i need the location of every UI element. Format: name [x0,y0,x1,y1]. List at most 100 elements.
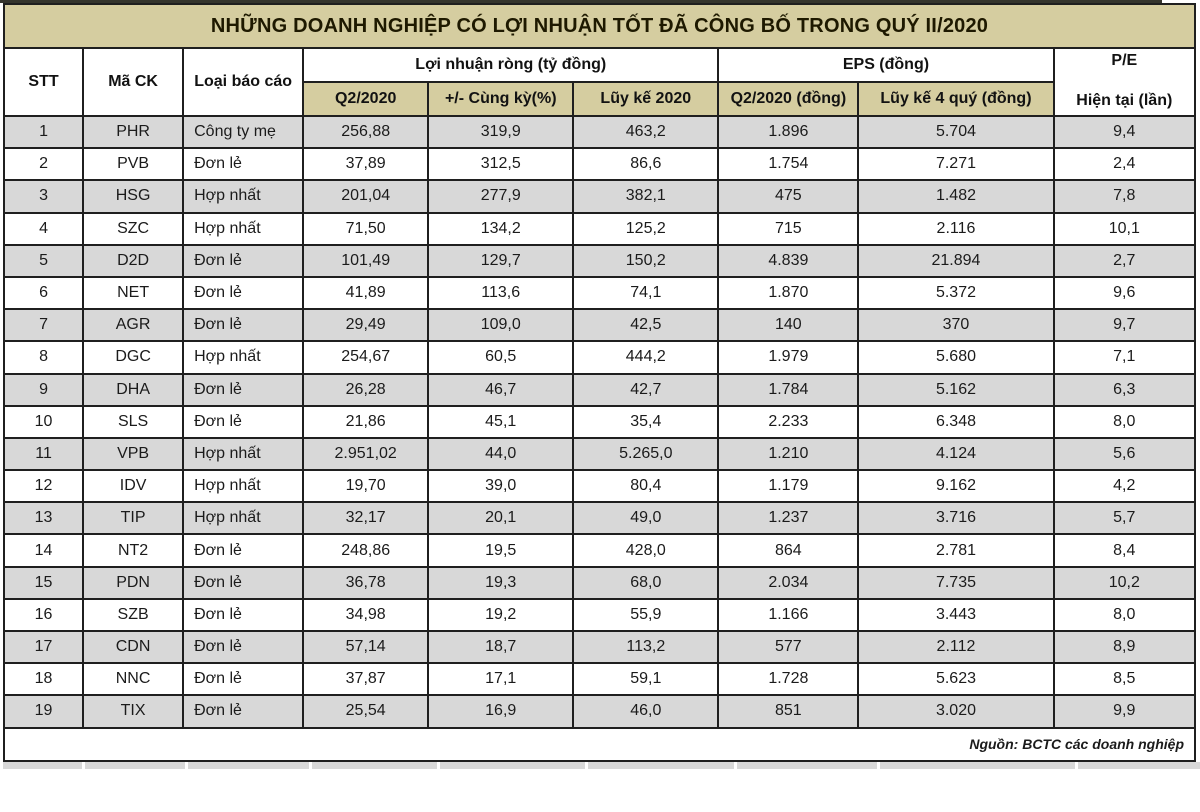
cell-ma-ck: AGR [82,308,185,343]
cell-luy-ke-2020: 463,2 [572,114,720,150]
cell-cung-ky: 46,7 [427,372,575,407]
cell-q2-2020: 34,98 [302,597,430,633]
cell-luy-ke-2020: 42,5 [572,308,720,343]
cropped-cell [85,761,186,769]
cell-eps-q2: 140 [717,308,860,343]
top-divider-line [0,0,1162,3]
profit-table: NHỮNG DOANH NGHIỆP CÓ LỢI NHUẬN TỐT ĐÃ C… [2,3,1200,769]
cell-eps-q2: 577 [717,629,860,665]
cell-q2-2020: 37,87 [302,662,430,697]
cell-stt: 2 [2,147,85,182]
table-row: 2 PVB Đơn lẻ 37,89 312,5 86,6 1.754 7.27… [2,147,1197,182]
cell-eps-q2: 1.237 [717,501,860,536]
cell-pe: 8,5 [1052,662,1197,697]
cell-eps-q2: 2.034 [717,565,860,600]
cell-eps-q2: 1.166 [717,597,860,633]
cell-q2-2020: 32,17 [302,501,430,536]
cell-q2-2020: 256,88 [302,114,430,150]
cell-stt: 14 [2,533,85,568]
cell-pe: 5,6 [1052,436,1197,472]
cell-luy-ke-2020: 113,2 [572,629,720,665]
cell-eps-4-quy: 7.735 [857,565,1055,600]
table-row: 3 HSG Hợp nhất 201,04 277,9 382,1 475 1.… [2,179,1197,214]
pe-sublabel: Hiện tại (lần) [1076,92,1173,109]
cell-loai-bao-cao: Công ty mẹ [182,114,305,150]
cell-stt: 9 [2,372,85,407]
cell-eps-4-quy: 6.348 [857,404,1055,439]
cell-cung-ky: 20,1 [427,501,575,536]
cell-q2-2020: 41,89 [302,275,430,311]
cell-stt: 18 [2,662,85,697]
cell-q2-2020: 71,50 [302,211,430,246]
cell-pe: 9,6 [1052,275,1197,311]
cell-luy-ke-2020: 49,0 [572,501,720,536]
cell-luy-ke-2020: 46,0 [572,694,720,729]
col-group-loi-nhuan-rong: Lợi nhuận ròng (tỷ đồng) [302,47,720,83]
cell-loai-bao-cao: Đơn lẻ [182,404,305,439]
cell-pe: 6,3 [1052,372,1197,407]
cell-q2-2020: 36,78 [302,565,430,600]
cell-eps-4-quy: 3.716 [857,501,1055,536]
cell-pe: 9,9 [1052,694,1197,729]
cell-cung-ky: 19,2 [427,597,575,633]
cell-luy-ke-2020: 86,6 [572,147,720,182]
cell-luy-ke-2020: 150,2 [572,243,720,278]
cell-ma-ck: HSG [82,179,185,214]
cell-ma-ck: D2D [82,243,185,278]
cell-cung-ky: 19,3 [427,565,575,600]
table-row: 8 DGC Hợp nhất 254,67 60,5 444,2 1.979 5… [2,340,1197,375]
cropped-cell [439,761,586,769]
cell-q2-2020: 101,49 [302,243,430,278]
cell-stt: 7 [2,308,85,343]
table-row: 4 SZC Hợp nhất 71,50 134,2 125,2 715 2.1… [2,211,1197,246]
cell-q2-2020: 25,54 [302,694,430,729]
cell-pe: 10,1 [1052,211,1197,246]
cell-ma-ck: TIP [82,501,185,536]
cell-luy-ke-2020: 125,2 [572,211,720,246]
source-row: Nguồn: BCTC các doanh nghiệp [3,728,1196,762]
cropped-cell [188,761,309,769]
cell-cung-ky: 319,9 [427,114,575,150]
cell-loai-bao-cao: Đơn lẻ [182,533,305,568]
cell-eps-4-quy: 3.020 [857,694,1055,729]
cell-pe: 2,4 [1052,147,1197,182]
cell-ma-ck: TIX [82,694,185,729]
cell-cung-ky: 129,7 [427,243,575,278]
cell-eps-4-quy: 4.124 [857,436,1055,472]
cell-q2-2020: 2.951,02 [302,436,430,472]
cell-ma-ck: NNC [82,662,185,697]
cell-eps-4-quy: 9.162 [857,469,1055,504]
cell-stt: 3 [2,179,85,214]
cell-eps-4-quy: 5.680 [857,340,1055,375]
cell-pe: 8,0 [1052,597,1197,633]
cell-eps-q2: 1.179 [717,469,860,504]
table-row: 9 DHA Đơn lẻ 26,28 46,7 42,7 1.784 5.162… [2,372,1197,407]
subcol-q2-2020-dong: Q2/2020 (đồng) [717,81,860,117]
subcol-q2-2020: Q2/2020 [302,81,430,117]
subcol-luy-ke-2020: Lũy kế 2020 [572,81,720,117]
table-row: 11 VPB Hợp nhất 2.951,02 44,0 5.265,0 1.… [2,436,1197,472]
table-row: 1 PHR Công ty mẹ 256,88 319,9 463,2 1.89… [2,114,1197,150]
cell-luy-ke-2020: 68,0 [572,565,720,600]
cell-q2-2020: 254,67 [302,340,430,375]
cell-ma-ck: SZB [82,597,185,633]
cell-eps-q2: 2.233 [717,404,860,439]
cell-loai-bao-cao: Đơn lẻ [182,243,305,278]
cell-q2-2020: 248,86 [302,533,430,568]
cell-eps-4-quy: 21.894 [857,243,1055,278]
cell-cung-ky: 113,6 [427,275,575,311]
cell-stt: 4 [2,211,85,246]
cell-pe: 9,7 [1052,308,1197,343]
cell-stt: 6 [2,275,85,311]
cell-pe: 4,2 [1052,469,1197,504]
table-row: 18 NNC Đơn lẻ 37,87 17,1 59,1 1.728 5.62… [2,662,1197,697]
cell-q2-2020: 21,86 [302,404,430,439]
cell-pe: 7,1 [1052,340,1197,375]
table-row: 7 AGR Đơn lẻ 29,49 109,0 42,5 140 370 9,… [2,308,1197,343]
col-header-loai-bao-cao: Loại báo cáo [182,47,305,117]
cell-loai-bao-cao: Hợp nhất [182,211,305,246]
cell-eps-4-quy: 5.623 [857,662,1055,697]
cell-luy-ke-2020: 382,1 [572,179,720,214]
cell-pe: 7,8 [1052,179,1197,214]
cell-eps-q2: 1.979 [717,340,860,375]
